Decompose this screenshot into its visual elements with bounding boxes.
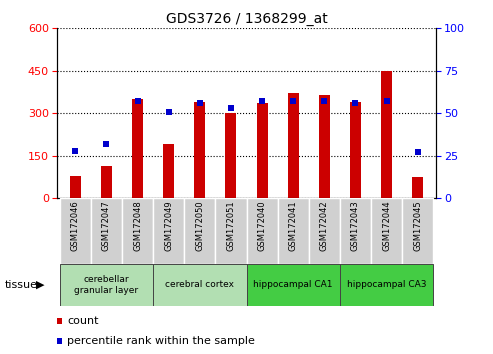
Text: hippocampal CA3: hippocampal CA3 <box>347 280 426 290</box>
Point <box>289 98 297 104</box>
Text: GSM172047: GSM172047 <box>102 200 111 251</box>
Bar <box>153 264 246 306</box>
Text: percentile rank within the sample: percentile rank within the sample <box>67 336 255 346</box>
Bar <box>402 198 433 264</box>
Point <box>55 319 63 324</box>
Text: GSM172041: GSM172041 <box>289 200 298 251</box>
Bar <box>194 102 205 198</box>
Text: GSM172042: GSM172042 <box>320 200 329 251</box>
Text: count: count <box>67 316 99 326</box>
Bar <box>132 99 143 198</box>
Text: GSM172051: GSM172051 <box>226 200 236 251</box>
Bar <box>225 113 236 198</box>
Text: tissue: tissue <box>5 280 38 290</box>
Bar <box>91 198 122 264</box>
Bar <box>371 198 402 264</box>
Bar <box>412 177 423 198</box>
Point <box>383 98 390 104</box>
Point <box>320 98 328 104</box>
Text: GSM172046: GSM172046 <box>71 200 80 251</box>
Text: GSM172048: GSM172048 <box>133 200 142 251</box>
Bar <box>278 198 309 264</box>
Point <box>55 338 63 343</box>
Bar <box>60 198 91 264</box>
Text: ▶: ▶ <box>35 280 44 290</box>
Text: cerebellar
granular layer: cerebellar granular layer <box>74 275 139 295</box>
Bar <box>319 95 330 198</box>
Point <box>165 109 173 114</box>
Point <box>196 100 204 106</box>
Point <box>352 100 359 106</box>
Bar <box>350 102 361 198</box>
Point <box>71 148 79 154</box>
Bar <box>101 166 112 198</box>
Text: GSM172050: GSM172050 <box>195 200 204 251</box>
Bar <box>70 176 81 198</box>
Bar <box>153 198 184 264</box>
Point <box>227 105 235 111</box>
Text: GSM172043: GSM172043 <box>351 200 360 251</box>
Point <box>258 98 266 104</box>
Bar <box>163 144 174 198</box>
Bar <box>340 264 433 306</box>
Text: GSM172049: GSM172049 <box>164 200 173 251</box>
Bar <box>122 198 153 264</box>
Bar <box>246 264 340 306</box>
Bar <box>60 264 153 306</box>
Point <box>414 149 422 155</box>
Text: GSM172040: GSM172040 <box>257 200 267 251</box>
Text: GSM172045: GSM172045 <box>413 200 422 251</box>
Bar <box>309 198 340 264</box>
Point <box>134 98 141 104</box>
Point <box>103 141 110 147</box>
Bar <box>215 198 246 264</box>
Title: GDS3726 / 1368299_at: GDS3726 / 1368299_at <box>166 12 327 26</box>
Bar <box>184 198 215 264</box>
Text: hippocampal CA1: hippocampal CA1 <box>253 280 333 290</box>
Bar <box>288 93 299 198</box>
Bar <box>257 103 268 198</box>
Bar <box>340 198 371 264</box>
Bar <box>381 71 392 198</box>
Bar <box>246 198 278 264</box>
Text: cerebral cortex: cerebral cortex <box>165 280 234 290</box>
Text: GSM172044: GSM172044 <box>382 200 391 251</box>
